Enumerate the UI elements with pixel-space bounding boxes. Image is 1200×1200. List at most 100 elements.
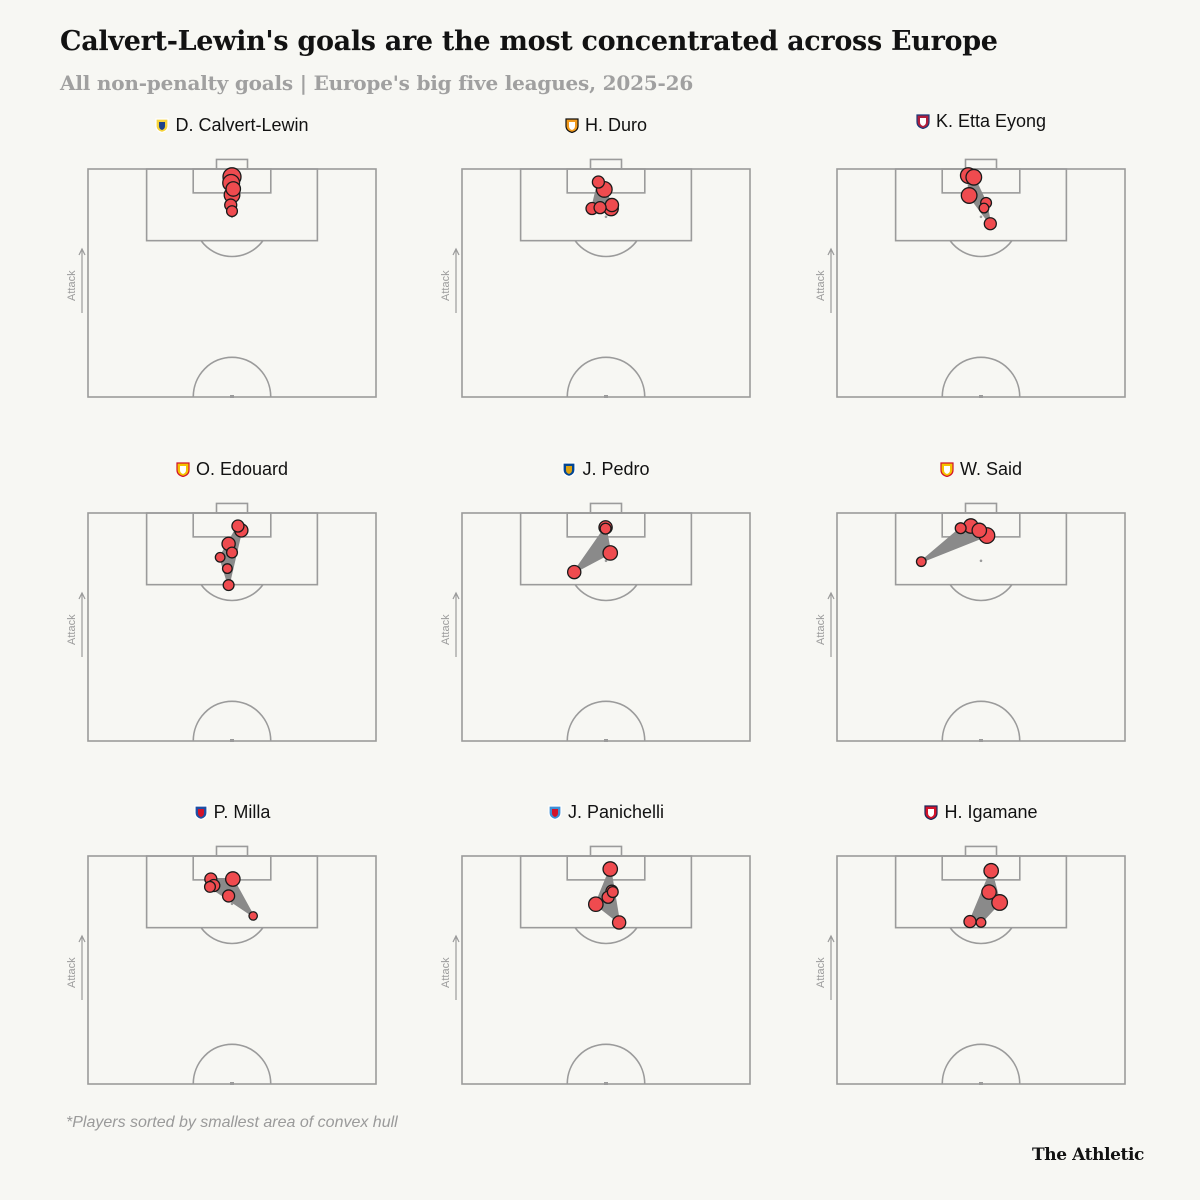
half-pitch: Attack (815, 502, 1126, 742)
pitch-boundary (836, 512, 1126, 742)
penalty-arc (949, 240, 1013, 258)
goal-point (604, 197, 620, 213)
player-panel: J. Panichelli Attack (440, 802, 782, 1102)
penalty-arc (574, 927, 638, 945)
centre-circle (192, 700, 272, 742)
goal-point (587, 896, 604, 913)
convex-hull (573, 526, 612, 574)
attack-label: Attack (440, 614, 452, 645)
attack-arrow-icon (78, 591, 86, 600)
pitch-boundary (836, 855, 1126, 1085)
centre-circle (192, 1043, 272, 1085)
penalty-spot (604, 559, 608, 563)
levante-badge-icon (916, 114, 930, 129)
footnote: *Players sorted by smallest area of conv… (66, 1114, 398, 1131)
goal-point (915, 556, 927, 568)
centre-circle (941, 700, 1021, 742)
player-title: D. Calvert-Lewin (88, 115, 376, 136)
valencia-badge-icon (565, 118, 579, 133)
player-name: J. Panichelli (567, 802, 665, 822)
attack-arrow-icon (827, 591, 835, 600)
half-pitch: Attack (440, 502, 751, 742)
strasbourg-badge-icon (548, 805, 562, 820)
goal-point (225, 205, 239, 218)
centre-spot (604, 1082, 608, 1085)
attack-arrow-icon (827, 934, 835, 943)
goal-frame (589, 158, 623, 170)
chart-title: Calvert-Lewin's goals are the most conce… (60, 26, 998, 57)
centre-circle (566, 700, 646, 742)
half-pitch: Attack (66, 502, 377, 742)
attack-label: Attack (440, 957, 452, 988)
attack-label: Attack (815, 614, 827, 645)
penalty-spot (979, 559, 983, 563)
penalty-arc (949, 927, 1013, 945)
player-title: J. Panichelli (462, 802, 750, 823)
goal-point (954, 522, 967, 535)
goal-point (221, 563, 233, 575)
attack-arrow-icon (452, 591, 460, 600)
attack-label: Attack (66, 614, 78, 645)
goal-point (602, 545, 619, 561)
goal-point (593, 201, 607, 215)
player-panel: D. Calvert-Lewin Attack (66, 115, 408, 415)
goal-point (248, 911, 259, 921)
goal-point (991, 894, 1009, 911)
attack-arrow-icon (452, 934, 460, 943)
penalty-arc (200, 240, 264, 258)
player-title: H. Duro (462, 115, 750, 136)
goal-point (971, 522, 988, 539)
player-panel: O. Edouard Attack (66, 459, 408, 759)
goal-point (963, 914, 977, 929)
penalty-arc (574, 584, 638, 602)
player-name: H. Igamane (944, 802, 1038, 822)
goal-point (222, 579, 235, 592)
goal-point (602, 861, 619, 877)
attack-label: Attack (815, 957, 827, 988)
goal-point (978, 202, 990, 214)
centre-circle (192, 356, 272, 398)
centre-circle (941, 356, 1021, 398)
goal-frame (589, 502, 623, 514)
player-panel: H. Igamane Attack (815, 802, 1157, 1102)
lens-badge-icon (176, 462, 190, 477)
player-name: H. Duro (584, 115, 647, 135)
player-panel: J. Pedro Attack (440, 459, 782, 759)
goal-frame (589, 845, 623, 857)
publisher-logo: The Athletic (1032, 1145, 1144, 1165)
goal-point (203, 880, 217, 893)
penalty-arc (200, 927, 264, 945)
goal-point (983, 862, 1000, 879)
goal-point (960, 187, 978, 204)
centre-spot (979, 739, 983, 742)
attack-label: Attack (440, 270, 452, 301)
goal-point (214, 551, 226, 563)
half-pitch: Attack (66, 158, 377, 398)
goal-frame (964, 845, 998, 857)
centre-spot (604, 395, 608, 398)
goal-point (231, 519, 245, 533)
centre-spot (979, 1082, 983, 1085)
goal-point (606, 885, 619, 899)
attack-arrow-icon (78, 247, 86, 256)
espanyol-badge-icon (194, 805, 208, 820)
goal-point (591, 175, 606, 189)
player-title: P. Milla (88, 802, 376, 823)
player-panel: K. Etta Eyong Attack (815, 111, 1157, 415)
attack-arrow-icon (452, 247, 460, 256)
centre-circle (941, 1043, 1021, 1085)
attack-arrow-icon (78, 934, 86, 943)
player-name: W. Said (959, 459, 1023, 479)
goal-point (224, 871, 241, 887)
penalty-arc (574, 240, 638, 258)
player-name: D. Calvert-Lewin (175, 115, 309, 135)
penalty-spot (604, 215, 608, 219)
half-pitch: Attack (440, 845, 751, 1085)
half-pitch: Attack (66, 845, 377, 1085)
half-pitch: Attack (440, 158, 751, 398)
goal-point (221, 889, 236, 903)
player-title: O. Edouard (88, 459, 376, 480)
attack-label: Attack (66, 270, 78, 301)
player-title: H. Igamane (837, 802, 1125, 823)
